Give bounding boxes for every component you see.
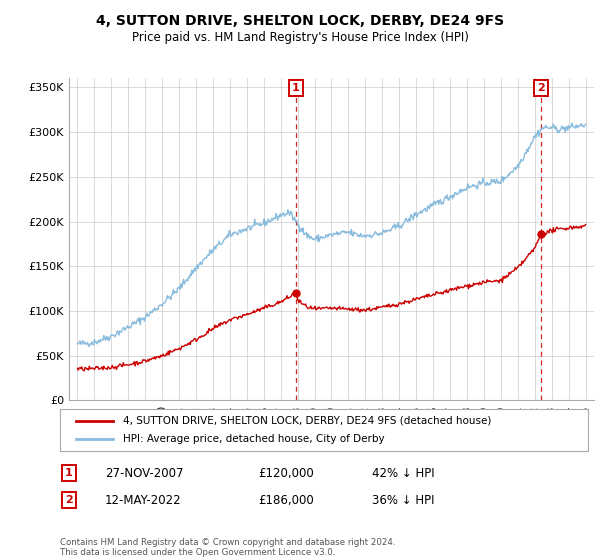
Text: 2: 2 [537,83,545,93]
Text: 42% ↓ HPI: 42% ↓ HPI [372,466,434,480]
Text: Contains HM Land Registry data © Crown copyright and database right 2024.
This d: Contains HM Land Registry data © Crown c… [60,538,395,557]
Text: 4, SUTTON DRIVE, SHELTON LOCK, DERBY, DE24 9FS: 4, SUTTON DRIVE, SHELTON LOCK, DERBY, DE… [96,14,504,28]
Text: 4, SUTTON DRIVE, SHELTON LOCK, DERBY, DE24 9FS (detached house): 4, SUTTON DRIVE, SHELTON LOCK, DERBY, DE… [124,416,492,426]
Text: £120,000: £120,000 [258,466,314,480]
Text: HPI: Average price, detached house, City of Derby: HPI: Average price, detached house, City… [124,434,385,444]
Text: £186,000: £186,000 [258,493,314,507]
Text: 36% ↓ HPI: 36% ↓ HPI [372,493,434,507]
Text: 1: 1 [65,468,73,478]
Text: 12-MAY-2022: 12-MAY-2022 [105,493,182,507]
Text: Price paid vs. HM Land Registry's House Price Index (HPI): Price paid vs. HM Land Registry's House … [131,31,469,44]
Text: 2: 2 [65,495,73,505]
Text: 27-NOV-2007: 27-NOV-2007 [105,466,184,480]
Text: 1: 1 [292,83,300,93]
